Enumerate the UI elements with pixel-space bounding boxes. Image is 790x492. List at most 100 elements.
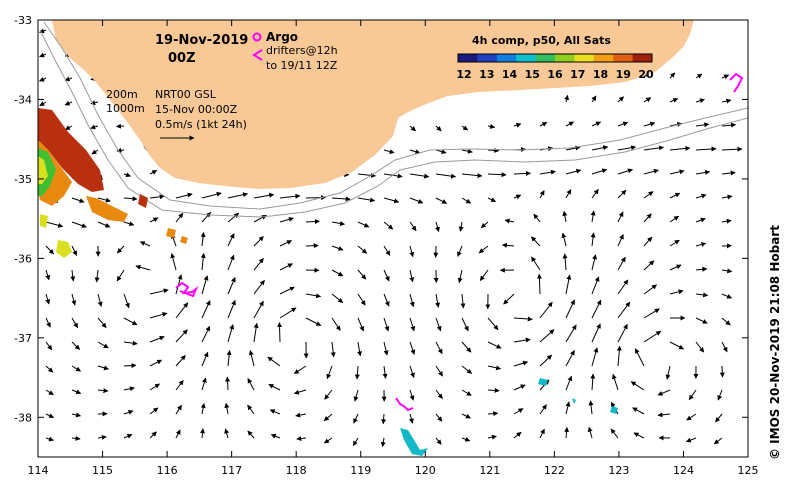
- current-arrow: [123, 363, 137, 369]
- current-arrow: [617, 121, 629, 127]
- argo-legend-label: Argo: [266, 30, 298, 44]
- current-arrow: [123, 410, 134, 415]
- current-arrow: [588, 400, 594, 415]
- current-arrow: [71, 412, 81, 418]
- current-arrow: [382, 365, 388, 379]
- current-arrow: [331, 196, 351, 202]
- current-arrow: [435, 437, 442, 445]
- current-arrow: [381, 413, 387, 425]
- current-arrow: [323, 413, 333, 422]
- current-arrow: [513, 170, 531, 176]
- current-arrow: [97, 197, 111, 203]
- isobath-200m: [43, 21, 748, 210]
- current-arrow: [200, 231, 206, 247]
- current-arrow: [695, 341, 705, 353]
- current-arrow: [383, 245, 391, 256]
- current-arrow: [123, 293, 130, 309]
- current-arrow: [296, 436, 307, 442]
- current-arrow: [357, 317, 365, 332]
- colorbar-frame: [457, 53, 653, 63]
- current-arrow: [633, 432, 645, 439]
- current-arrow: [268, 383, 281, 391]
- current-arrow: [279, 216, 294, 223]
- current-arrow: [695, 317, 708, 324]
- current-arrow: [643, 97, 652, 103]
- current-arrow: [503, 293, 515, 305]
- current-arrow: [539, 404, 547, 415]
- current-arrow: [461, 148, 473, 154]
- lon-tick-label: 124: [673, 464, 694, 477]
- current-arrow: [487, 317, 499, 331]
- current-arrow: [561, 232, 567, 247]
- current-arrow: [617, 189, 627, 199]
- current-arrow: [45, 293, 51, 305]
- current-arrow: [227, 212, 240, 223]
- current-arrow: [591, 188, 599, 199]
- current-arrow: [71, 341, 81, 350]
- current-arrow: [721, 293, 733, 299]
- current-arrow: [45, 413, 55, 418]
- current-arrow: [39, 101, 47, 107]
- current-arrow: [293, 365, 307, 375]
- current-arrow: [643, 145, 664, 151]
- current-arrow: [461, 436, 471, 442]
- current-arrow: [539, 121, 548, 127]
- current-arrow: [71, 317, 79, 329]
- current-arrow: [435, 365, 444, 377]
- colorbar-swatch: [496, 54, 517, 62]
- current-arrow: [90, 124, 99, 130]
- current-arrow: [721, 317, 731, 326]
- current-arrow: [97, 221, 111, 228]
- current-arrow: [688, 389, 697, 401]
- current-arrow: [175, 404, 182, 415]
- current-arrow: [461, 413, 471, 419]
- current-arrow: [247, 430, 255, 439]
- current-arrow: [175, 380, 184, 391]
- current-arrow: [383, 197, 400, 204]
- current-arrow: [721, 170, 736, 176]
- current-arrow: [227, 324, 235, 343]
- current-arrow: [695, 146, 717, 152]
- current-arrow: [123, 386, 135, 392]
- current-arrow: [590, 373, 596, 391]
- lon-tick-label: 118: [286, 464, 307, 477]
- colorbar-swatch: [632, 54, 653, 62]
- current-arrow: [71, 293, 77, 306]
- current-arrow: [353, 413, 359, 424]
- current-arrow: [149, 383, 161, 391]
- current-arrow: [721, 194, 733, 200]
- current-arrow: [435, 197, 448, 204]
- current-arrow: [227, 192, 248, 199]
- current-arrow: [331, 221, 345, 226]
- current-arrow: [352, 437, 359, 447]
- current-arrow: [435, 413, 443, 422]
- current-arrow: [149, 431, 157, 439]
- current-arrow: [71, 435, 81, 441]
- colorbar-swatch: [593, 54, 614, 62]
- current-arrow: [201, 300, 211, 319]
- current-arrow: [513, 384, 526, 391]
- current-arrow: [591, 254, 598, 271]
- current-arrow: [123, 196, 138, 202]
- lon-tick-label: 122: [544, 464, 565, 477]
- current-arrow: [457, 269, 463, 284]
- current-arrow: [685, 437, 697, 443]
- current-arrow: [513, 122, 522, 128]
- current-arrow: [201, 191, 222, 199]
- current-arrow: [224, 402, 230, 415]
- current-arrow: [409, 125, 416, 132]
- lat-tick-label: -34: [14, 93, 32, 106]
- current-arrow: [149, 407, 159, 415]
- colorbar-tick-label: 17: [570, 68, 585, 81]
- current-arrow: [539, 301, 553, 319]
- current-arrow: [435, 221, 440, 233]
- current-arrow: [513, 431, 522, 439]
- lon-tick-label: 117: [221, 464, 242, 477]
- colorbar-swatch: [535, 54, 556, 62]
- current-arrow: [669, 72, 676, 79]
- current-arrow: [383, 317, 390, 332]
- current-arrow: [610, 428, 619, 439]
- sst-patches: [38, 108, 618, 456]
- lon-tick-label: 119: [350, 464, 371, 477]
- current-arrow: [669, 341, 685, 350]
